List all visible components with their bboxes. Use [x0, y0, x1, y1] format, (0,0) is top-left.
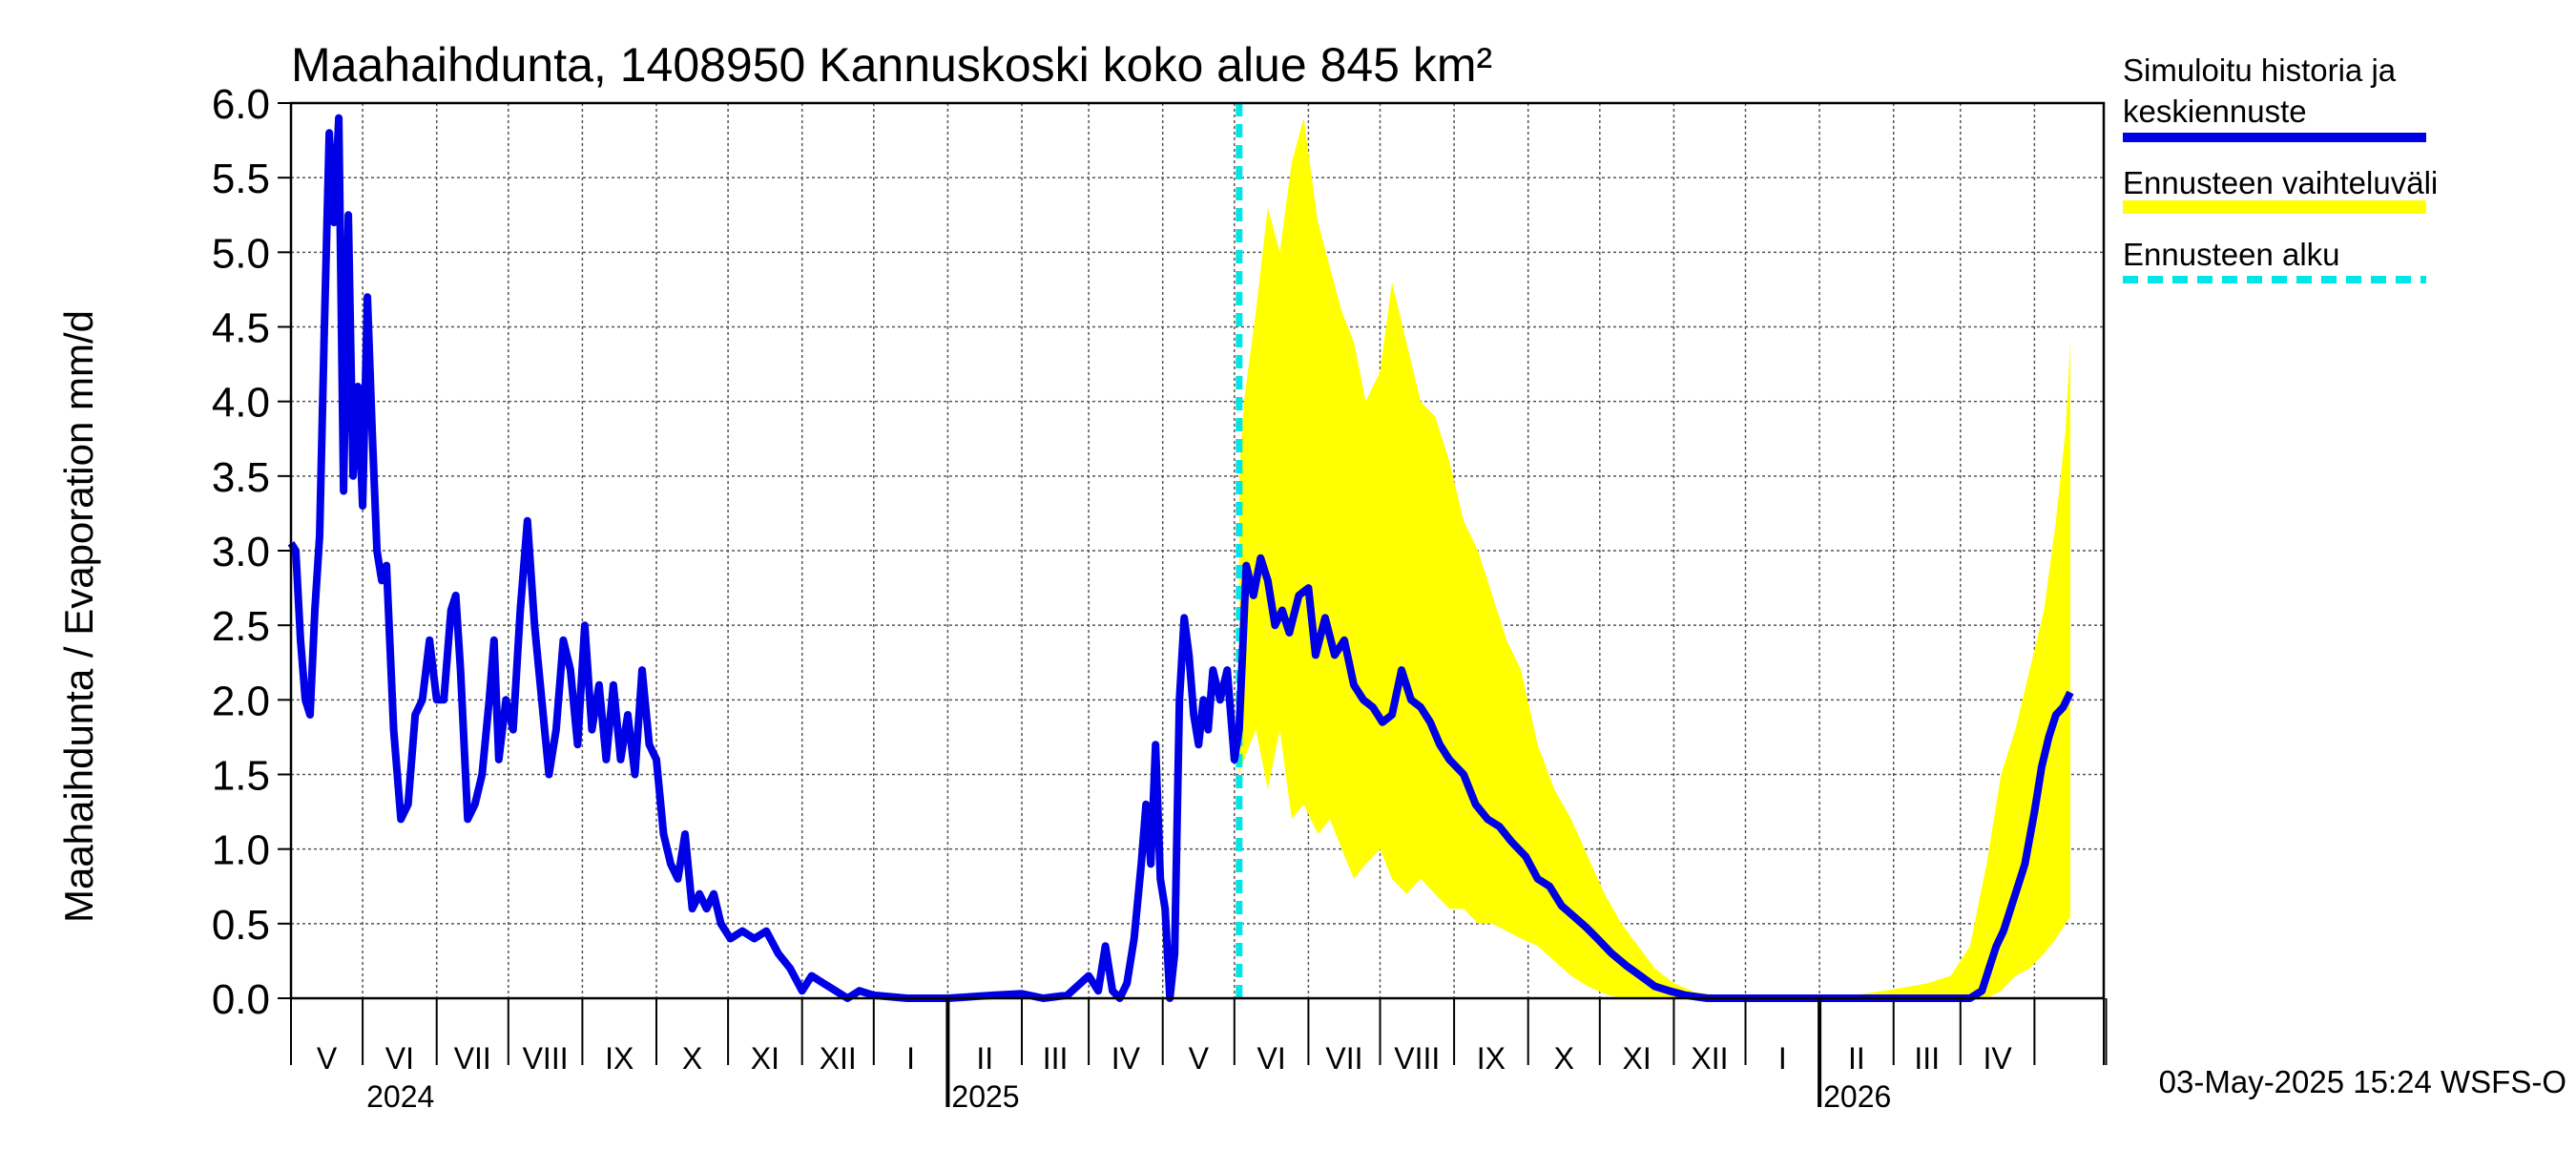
- legend-label-simulated-line2: keskiennuste: [2123, 94, 2307, 129]
- chart-title: Maahaihdunta, 1408950 Kannuskoski koko a…: [291, 38, 1492, 92]
- y-tick-label: 3.5: [212, 454, 270, 501]
- y-tick-label: 4.0: [212, 380, 270, 427]
- forecast-range-band: [1238, 117, 2070, 999]
- x-month-label: X: [682, 1041, 702, 1076]
- y-tick-label: 2.5: [212, 603, 270, 650]
- x-month-label: I: [906, 1041, 915, 1076]
- legend: Simuloitu historia ja keskiennuste Ennus…: [2123, 52, 2438, 283]
- x-month-label: VII: [454, 1041, 491, 1076]
- y-tick-label: 2.0: [212, 678, 270, 724]
- y-tick-label: 1.0: [212, 827, 270, 874]
- y-tick-label: 3.0: [212, 529, 270, 575]
- y-tick-label: 1.5: [212, 753, 270, 800]
- x-month-label: XI: [1622, 1041, 1651, 1076]
- x-year-label: 2026: [1823, 1079, 1891, 1114]
- x-month-label: III: [1914, 1041, 1940, 1076]
- plot-frame: [289, 101, 2106, 1000]
- x-month-label: X: [1554, 1041, 1574, 1076]
- x-month-label: V: [317, 1041, 338, 1076]
- x-month-label: I: [1778, 1041, 1787, 1076]
- x-month-label: II: [976, 1041, 993, 1076]
- x-month-label: VI: [385, 1041, 414, 1076]
- x-month-label: IX: [605, 1041, 634, 1076]
- x-month-label: II: [1848, 1041, 1865, 1076]
- y-tick-label: 6.0: [212, 81, 270, 128]
- footer-timestamp: 03-May-2025 15:24 WSFS-O: [2159, 1064, 2566, 1099]
- x-month-label: VI: [1257, 1041, 1285, 1076]
- x-month-label: V: [1189, 1041, 1210, 1076]
- x-month-label: VII: [1325, 1041, 1362, 1076]
- x-month-label: IV: [1983, 1041, 2012, 1076]
- x-month-label: III: [1043, 1041, 1069, 1076]
- x-year-label: 2025: [951, 1079, 1019, 1114]
- y-tick-label: 0.5: [212, 902, 270, 949]
- x-month-label: XII: [820, 1041, 857, 1076]
- y-tick-label: 5.0: [212, 230, 270, 277]
- y-tick-label: 4.5: [212, 305, 270, 352]
- y-tick-label: 5.5: [212, 156, 270, 202]
- x-month-label: VIII: [1394, 1041, 1440, 1076]
- legend-label-forecast-start: Ennusteen alku: [2123, 237, 2340, 272]
- plot-area: 0.0 0.5 1.0 1.5 2.0 2.5 3.0 3.5 4.0 4.5 5.0 5.5 6.0 V…: [212, 81, 2108, 1114]
- series-line-simulated: [287, 114, 2074, 1002]
- x-month-label: XI: [751, 1041, 779, 1076]
- x-month-label: VIII: [523, 1041, 569, 1076]
- legend-label-simulated-line1: Simuloitu historia ja: [2123, 52, 2397, 88]
- y-axis-label: Maahaihdunta / Evaporation mm/d: [56, 310, 101, 923]
- x-month-label: XII: [1691, 1041, 1728, 1076]
- x-year-label: 2024: [366, 1079, 434, 1114]
- y-tick-label: 0.0: [212, 976, 270, 1023]
- x-month-label: IV: [1111, 1041, 1141, 1076]
- x-month-label: IX: [1477, 1041, 1506, 1076]
- legend-label-range: Ennusteen vaihteluväli: [2123, 165, 2438, 200]
